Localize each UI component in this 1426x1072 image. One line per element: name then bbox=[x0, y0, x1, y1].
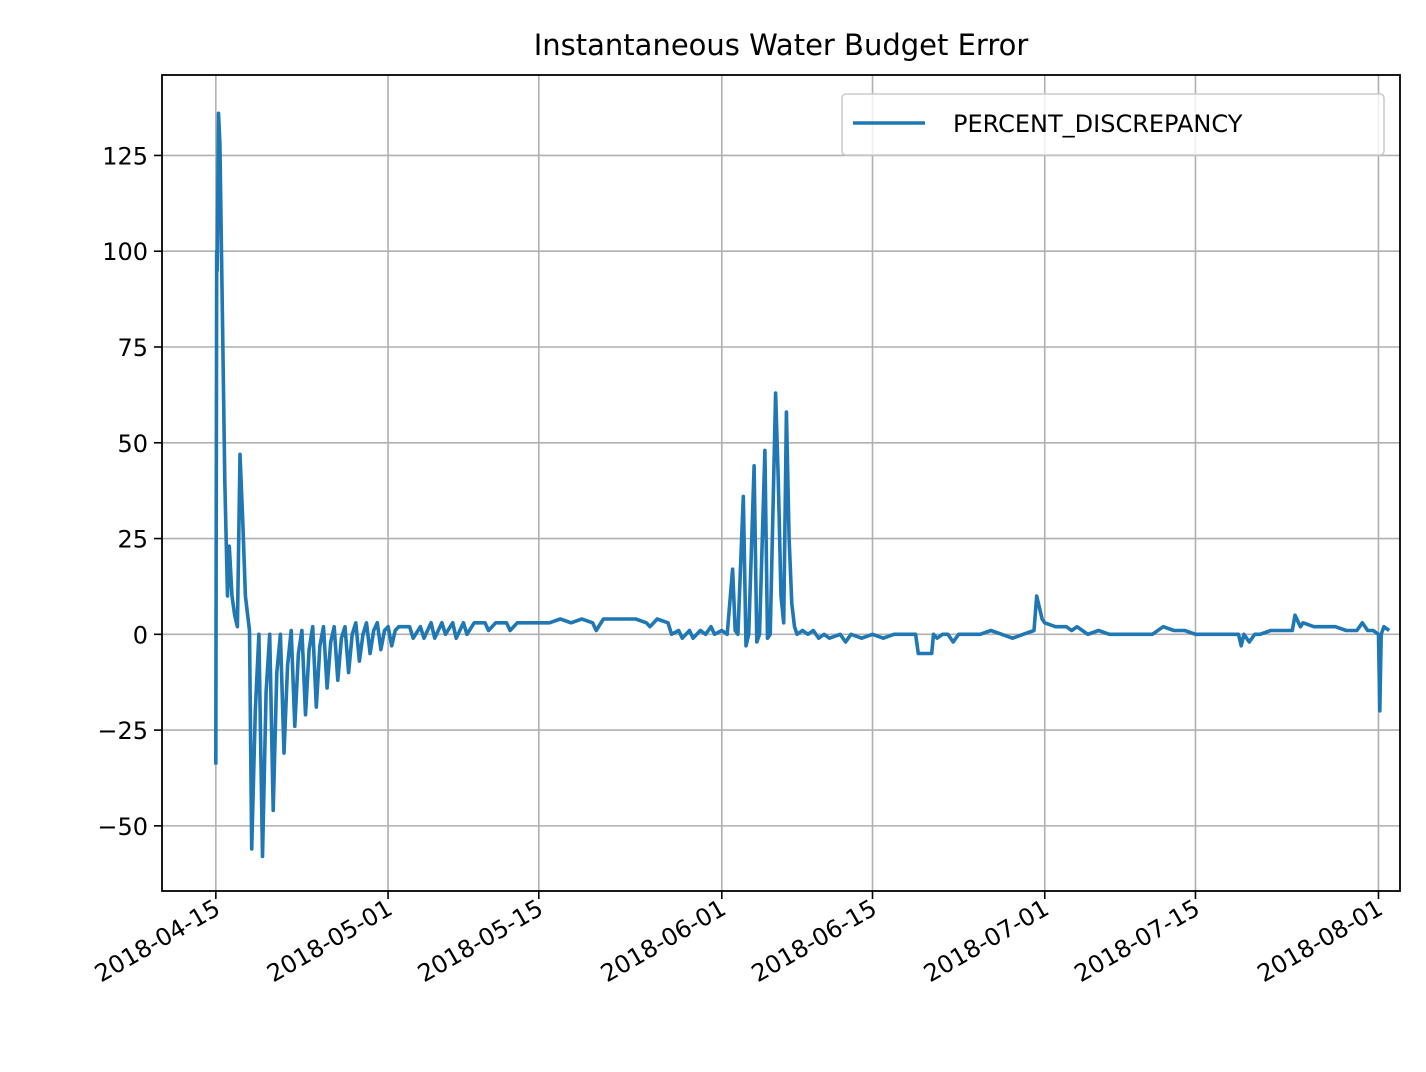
y-tick-label: 100 bbox=[102, 238, 148, 266]
plot-frame bbox=[161, 74, 1401, 892]
series-layer bbox=[214, 111, 1391, 859]
y-tick-label: 25 bbox=[117, 526, 148, 554]
legend-box bbox=[841, 93, 1385, 156]
chart-title: Instantaneous Water Budget Error bbox=[534, 28, 1029, 62]
y-tick-label: 0 bbox=[133, 621, 148, 649]
series-line-0 bbox=[214, 111, 1391, 859]
legend: PERCENT_DISCREPANCY bbox=[841, 93, 1385, 156]
legend-label: PERCENT_DISCREPANCY bbox=[953, 110, 1243, 138]
y-tick-label: −50 bbox=[97, 813, 148, 841]
y-tick-label: 75 bbox=[117, 334, 148, 362]
y-tick-label: 125 bbox=[102, 142, 148, 170]
y-tick-label: 50 bbox=[117, 430, 148, 458]
y-tick-label: −25 bbox=[97, 717, 148, 745]
